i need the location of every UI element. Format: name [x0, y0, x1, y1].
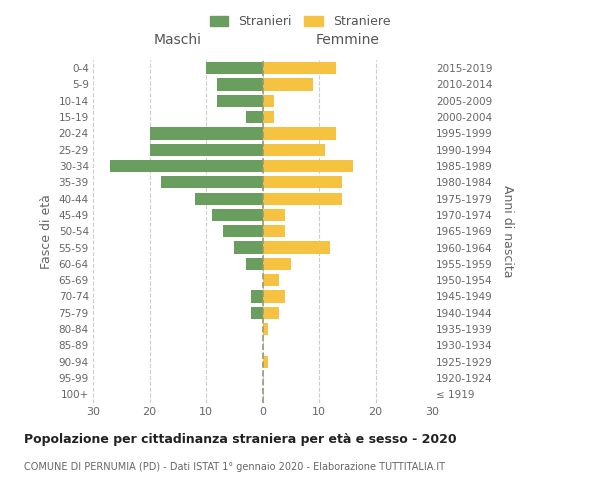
Y-axis label: Anni di nascita: Anni di nascita [501, 185, 514, 278]
Bar [263, 274, 280, 286]
Bar [263, 160, 353, 172]
Bar [217, 78, 263, 90]
Bar [149, 128, 263, 140]
Text: Popolazione per cittadinanza straniera per età e sesso - 2020: Popolazione per cittadinanza straniera p… [24, 432, 457, 446]
Bar [263, 323, 268, 335]
Bar [245, 258, 263, 270]
Bar [263, 306, 280, 319]
Bar [263, 209, 285, 221]
Bar [161, 176, 263, 188]
Bar [263, 62, 336, 74]
Bar [194, 192, 263, 204]
Bar [245, 111, 263, 123]
Y-axis label: Fasce di età: Fasce di età [40, 194, 53, 268]
Bar [251, 290, 263, 302]
Bar [212, 209, 263, 221]
Bar [263, 94, 274, 107]
Bar [263, 78, 313, 90]
Bar [206, 62, 263, 74]
Bar [263, 192, 341, 204]
Bar [263, 176, 341, 188]
Bar [217, 94, 263, 107]
Bar [263, 242, 331, 254]
Legend: Stranieri, Straniere: Stranieri, Straniere [206, 11, 394, 32]
Bar [263, 290, 285, 302]
Text: COMUNE DI PERNUMIA (PD) - Dati ISTAT 1° gennaio 2020 - Elaborazione TUTTITALIA.I: COMUNE DI PERNUMIA (PD) - Dati ISTAT 1° … [24, 462, 445, 472]
Bar [263, 111, 274, 123]
Text: Femmine: Femmine [316, 33, 379, 47]
Bar [263, 225, 285, 237]
Bar [263, 144, 325, 156]
Bar [263, 258, 291, 270]
Bar [110, 160, 263, 172]
Bar [251, 306, 263, 319]
Bar [223, 225, 263, 237]
Bar [234, 242, 263, 254]
Bar [263, 128, 336, 140]
Bar [149, 144, 263, 156]
Bar [263, 356, 268, 368]
Text: Maschi: Maschi [154, 33, 202, 47]
